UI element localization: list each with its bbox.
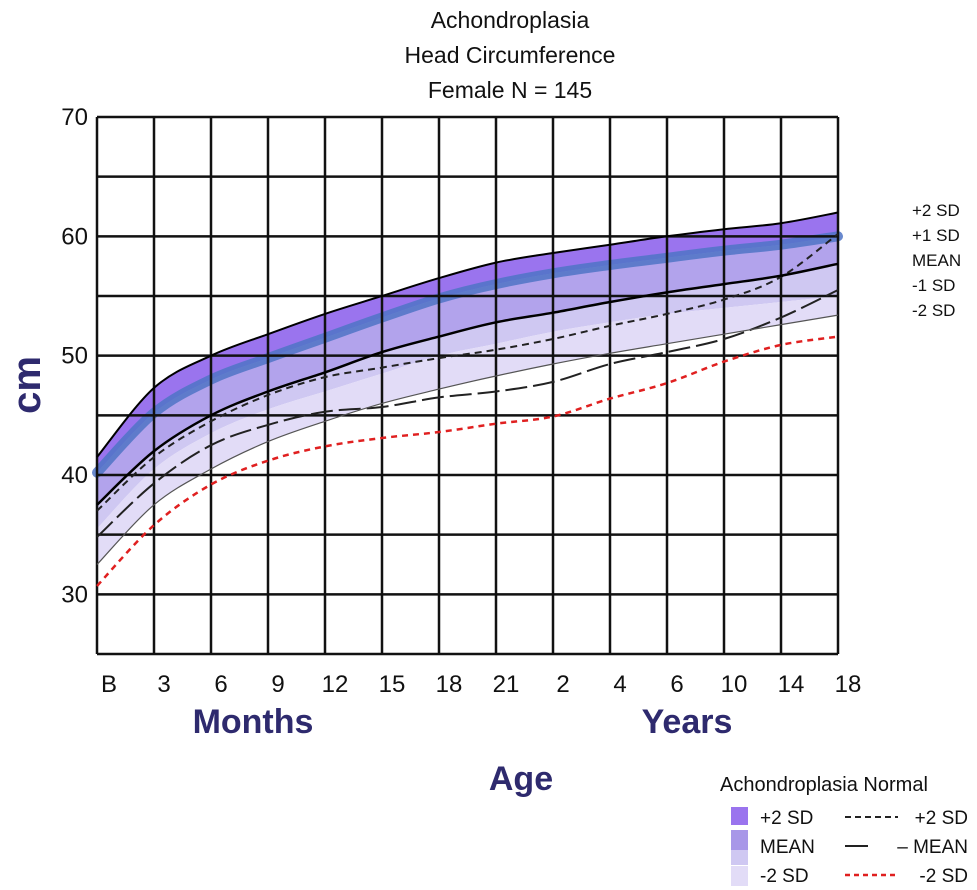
- x-tick-label: B: [101, 671, 117, 698]
- curve-label-minus1sd: -1 SD: [912, 276, 955, 295]
- x-tick-label: 18: [436, 671, 463, 698]
- y-tick-label: 50: [61, 343, 88, 370]
- legend-achon-mean: MEAN: [760, 837, 815, 858]
- y-tick-label: 40: [61, 462, 88, 489]
- legend-achon-plus2sd: +2 SD: [760, 808, 813, 829]
- achondroplasia-bands: [92, 212, 843, 565]
- chart-title-line-2: Head Circumference: [405, 42, 616, 68]
- chart-title-line-1: Achondroplasia: [431, 7, 590, 33]
- legend-swatch-minus2sd: [731, 866, 748, 886]
- legend-title: Achondroplasia Normal: [720, 774, 928, 796]
- chart-title-line-3: Female N = 145: [428, 77, 592, 103]
- curve-label-minus2sd: -2 SD: [912, 301, 955, 320]
- achon-minus2sd-line: [96, 314, 839, 565]
- x-tick-label: 14: [778, 671, 805, 698]
- x-group-label-years: Years: [642, 703, 733, 741]
- curve-label-plus2sd: +2 SD: [912, 201, 960, 220]
- x-tick-label: 3: [157, 671, 170, 698]
- legend-swatch-mean-light: [731, 850, 748, 865]
- achondroplasia-curves: [96, 211, 839, 565]
- achon-mean-line: [96, 262, 839, 506]
- x-axis-label: Age: [489, 760, 553, 798]
- legend-normal-minus2sd: -2 SD: [919, 866, 968, 887]
- normal-minus2sd-line: [96, 335, 839, 587]
- legend-swatch-plus2sd: [731, 807, 748, 825]
- legend-swatch-mean: [731, 830, 748, 850]
- x-tick-label: 9: [271, 671, 284, 698]
- x-tick-label: 18: [835, 671, 862, 698]
- curve-label-plus1sd: +1 SD: [912, 226, 960, 245]
- legend-normal-plus2sd: +2 SD: [915, 808, 968, 829]
- y-tick-label: 60: [61, 223, 88, 250]
- legend: Achondroplasia Normal +2 SD MEAN -2 SD +…: [720, 774, 968, 887]
- x-tick-label: 15: [379, 671, 406, 698]
- x-tick-label: 4: [613, 671, 626, 698]
- x-tick-label: 6: [670, 671, 683, 698]
- x-group-label-months: Months: [193, 703, 314, 741]
- x-tick-label: 21: [493, 671, 520, 698]
- y-tick-label: 70: [61, 104, 88, 131]
- achon-plus2sd-line: [96, 211, 839, 458]
- x-tick-label: 10: [721, 671, 748, 698]
- band-mean-minus1: [97, 263, 838, 529]
- curve-label-mean: MEAN: [912, 251, 961, 270]
- legend-achon-minus2sd: -2 SD: [760, 866, 809, 887]
- x-tick-label: 6: [214, 671, 227, 698]
- y-axis-ticks: 30 40 50 60 70: [61, 104, 88, 608]
- legend-normal-mean: – MEAN: [897, 837, 968, 858]
- normal-curves: [96, 233, 839, 587]
- band-minus1-minus2: [97, 296, 838, 565]
- normal-mean-line: [96, 289, 839, 538]
- x-tick-label: 2: [556, 671, 569, 698]
- y-tick-label: 30: [61, 581, 88, 608]
- x-tick-label: 12: [322, 671, 349, 698]
- normal-plus2sd-line: [96, 233, 839, 512]
- x-axis-ticks: B 3 6 9 12 15 18 21 2 4 6 10 14 18: [101, 671, 861, 698]
- y-axis-label: cm: [5, 356, 49, 414]
